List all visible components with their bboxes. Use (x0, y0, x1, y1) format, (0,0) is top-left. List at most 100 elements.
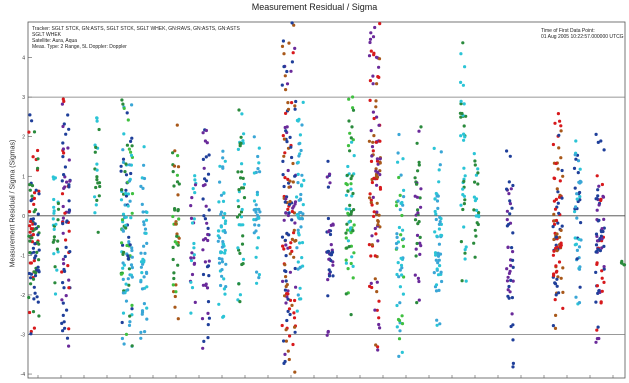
data-point (596, 188, 600, 192)
data-point (52, 205, 56, 209)
data-point (373, 25, 377, 30)
data-point (368, 37, 373, 41)
data-point (62, 151, 66, 155)
data-point (30, 119, 34, 123)
data-point (31, 310, 36, 314)
data-point (33, 222, 37, 226)
data-point (289, 69, 293, 73)
data-point (203, 237, 208, 241)
data-point (216, 239, 220, 243)
data-point (300, 241, 305, 245)
data-point (36, 166, 40, 170)
data-point (293, 298, 297, 303)
data-point (127, 163, 132, 167)
data-point (219, 283, 223, 288)
data-point (300, 184, 304, 188)
data-point (400, 273, 404, 277)
data-point (552, 274, 556, 278)
data-point (221, 149, 225, 153)
data-point (418, 252, 422, 256)
data-point (299, 192, 303, 197)
data-point (296, 228, 300, 232)
data-point (287, 307, 292, 311)
data-point (557, 211, 561, 215)
data-point (369, 31, 373, 35)
data-point (237, 223, 241, 227)
info-left-line-3: Satellite: Aura, Aqua (32, 38, 78, 44)
data-point (62, 122, 66, 126)
data-point (28, 210, 32, 214)
data-point (349, 187, 353, 191)
data-point (202, 214, 206, 218)
data-point (574, 139, 578, 143)
data-point (60, 179, 64, 183)
data-point (347, 119, 351, 123)
data-point (413, 218, 418, 222)
data-point (193, 191, 197, 195)
data-point (551, 225, 555, 229)
data-point (375, 201, 379, 205)
data-point (440, 279, 444, 284)
data-point (290, 155, 294, 160)
data-point (326, 159, 330, 163)
data-point (369, 129, 373, 133)
data-point (416, 276, 420, 280)
data-point (176, 165, 181, 169)
data-point (64, 238, 68, 242)
data-point (192, 241, 196, 246)
data-point (125, 143, 129, 147)
data-point (286, 292, 290, 296)
data-point (220, 257, 224, 261)
data-point (329, 253, 334, 257)
data-point (33, 274, 38, 278)
data-point (284, 254, 288, 258)
data-point (175, 234, 179, 238)
data-point (53, 281, 57, 285)
data-point (374, 232, 378, 236)
data-point (398, 285, 402, 289)
data-point (473, 228, 477, 232)
data-point (325, 333, 329, 337)
data-point (145, 306, 149, 310)
data-point (171, 283, 175, 287)
data-point (599, 234, 604, 238)
data-point (578, 195, 582, 199)
data-point (560, 168, 564, 173)
data-point (219, 225, 223, 229)
data-point (398, 301, 402, 305)
data-point (349, 182, 353, 186)
data-point (474, 197, 479, 201)
data-point (399, 263, 404, 267)
data-point (61, 155, 65, 159)
y-tick-label: 0 (22, 214, 25, 220)
data-point (371, 110, 375, 114)
data-point (192, 256, 196, 260)
data-point (28, 183, 32, 187)
data-point (369, 201, 373, 205)
data-point (221, 240, 225, 244)
data-point (418, 196, 422, 200)
data-point (293, 174, 297, 178)
data-point (346, 211, 350, 215)
data-point (253, 223, 257, 227)
data-point (171, 257, 175, 262)
data-point (192, 261, 197, 265)
data-point (462, 132, 466, 136)
data-point (206, 232, 210, 237)
data-point (31, 233, 35, 237)
data-point (416, 169, 420, 173)
data-point (258, 210, 262, 214)
data-point (329, 243, 333, 247)
data-point (560, 196, 564, 200)
data-point (129, 153, 134, 157)
data-point (594, 132, 598, 136)
data-point (95, 162, 99, 166)
data-point (176, 209, 180, 213)
data-point (346, 239, 350, 243)
data-point (128, 320, 132, 324)
data-point (292, 23, 296, 27)
data-point (462, 138, 466, 142)
data-point (172, 164, 177, 168)
data-point (32, 196, 37, 200)
data-point (239, 176, 243, 180)
